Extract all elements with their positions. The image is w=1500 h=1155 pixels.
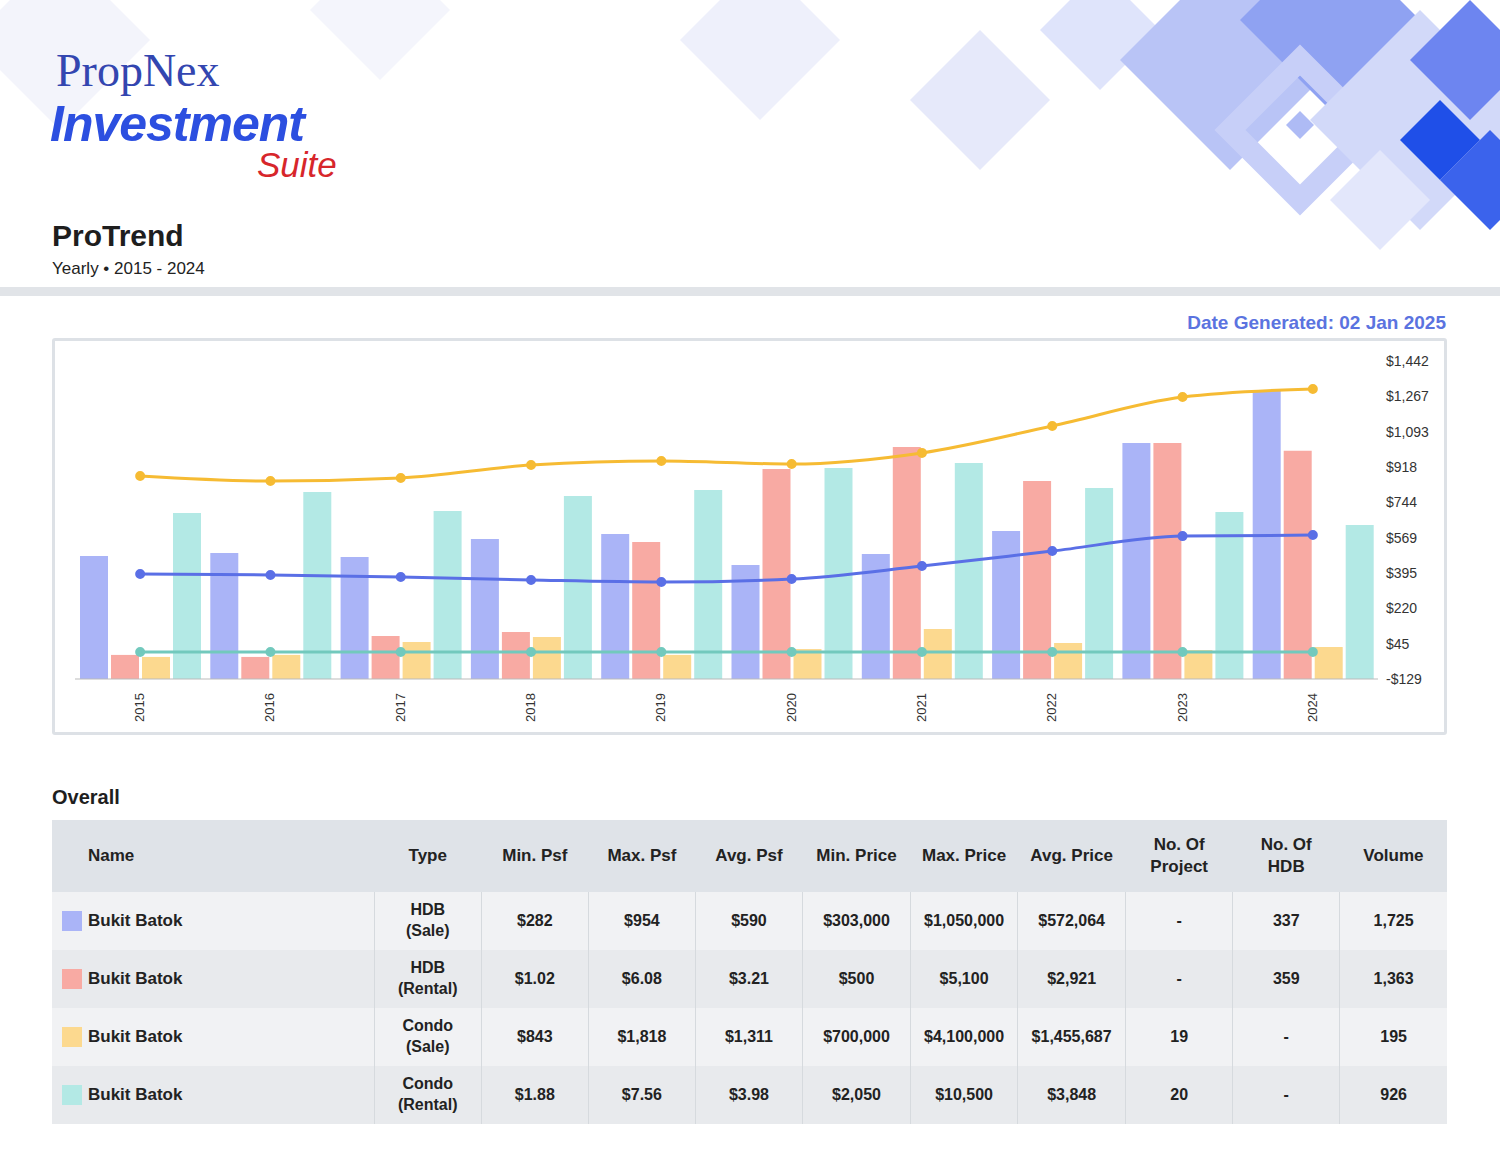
svg-text:$395: $395 xyxy=(1386,565,1417,581)
html-text:$700,000: $700,000 xyxy=(823,1027,890,1045)
html-text:$1.88: $1.88 xyxy=(514,1085,555,1103)
html-text:$1,311: $1,311 xyxy=(724,1027,773,1045)
html-text:No. Of HDB: No. Of HDB xyxy=(1260,834,1312,876)
html-text:Avg. Price: Avg. Price xyxy=(1030,846,1113,865)
html-text:Bukit Batok: Bukit Batok xyxy=(88,911,183,930)
html-text:1,725: 1,725 xyxy=(1373,911,1414,929)
html-text:$5,100: $5,100 xyxy=(939,969,989,987)
svg-text:$744: $744 xyxy=(1386,494,1417,510)
html-text:195: 195 xyxy=(1380,1027,1407,1045)
html-text:$3.98: $3.98 xyxy=(728,1085,769,1103)
svg-text:-$129: -$129 xyxy=(1386,671,1422,687)
svg-text:$220: $220 xyxy=(1386,600,1417,616)
html-text:Max. Psf: Max. Psf xyxy=(607,846,677,865)
svg-text:2019: 2019 xyxy=(653,693,668,722)
svg-text:$1,267: $1,267 xyxy=(1386,388,1429,404)
html-text:$1,050,000: $1,050,000 xyxy=(924,911,1005,929)
html-text:$10,500: $10,500 xyxy=(935,1085,993,1103)
svg-text:$45: $45 xyxy=(1386,636,1410,652)
html-text:$3.21: $3.21 xyxy=(728,969,769,987)
html-text:Investment: Investment xyxy=(50,96,304,152)
html-text:$6.08: $6.08 xyxy=(621,969,662,987)
html-text:$954: $954 xyxy=(624,911,660,929)
html-text:$4,100,000: $4,100,000 xyxy=(924,1027,1005,1045)
html-text:$1,818: $1,818 xyxy=(617,1027,667,1045)
svg-text:2020: 2020 xyxy=(784,693,799,722)
svg-text:2017: 2017 xyxy=(393,693,408,722)
html-text:PropNex: PropNex xyxy=(56,45,220,96)
html-text:$1,455,687: $1,455,687 xyxy=(1031,1027,1112,1045)
html-text:Name: Name xyxy=(88,846,135,865)
html-text:Avg. Psf: Avg. Psf xyxy=(715,846,783,865)
html-text:Date Generated: 02 Jan 2025: Date Generated: 02 Jan 2025 xyxy=(1187,312,1446,333)
html-text:$2,921: $2,921 xyxy=(1047,969,1097,987)
html-text:$303,000: $303,000 xyxy=(823,911,890,929)
html-text:$1.02: $1.02 xyxy=(514,969,555,987)
html-text:ProTrend: ProTrend xyxy=(52,219,184,252)
svg-text:2022: 2022 xyxy=(1044,693,1059,722)
html-text:337: 337 xyxy=(1272,911,1300,929)
html-text:1,363: 1,363 xyxy=(1373,969,1414,987)
html-text:20: 20 xyxy=(1170,1085,1189,1103)
svg-text:$918: $918 xyxy=(1386,459,1417,475)
html-text:$590: $590 xyxy=(731,911,767,929)
svg-text:$569: $569 xyxy=(1386,530,1417,546)
html-text:$3,848: $3,848 xyxy=(1047,1085,1097,1103)
html-text:Type: Type xyxy=(408,846,447,865)
svg-text:2015: 2015 xyxy=(132,693,147,722)
html-text:Max. Price: Max. Price xyxy=(922,846,1007,865)
svg-text:2023: 2023 xyxy=(1175,693,1190,722)
html-text:19: 19 xyxy=(1170,1027,1189,1045)
html-text:Min. Price: Min. Price xyxy=(816,846,897,865)
svg-text:2021: 2021 xyxy=(914,693,929,722)
svg-text:2016: 2016 xyxy=(262,693,277,722)
html-text:$282: $282 xyxy=(517,911,553,929)
html-text:359: 359 xyxy=(1272,969,1300,987)
html-text:HDB (Rental): HDB (Rental) xyxy=(398,959,458,997)
html-text:$843: $843 xyxy=(517,1027,553,1045)
html-text:Overall: Overall xyxy=(52,786,120,808)
html-text:$7.56: $7.56 xyxy=(621,1085,662,1103)
html-text:Volume: Volume xyxy=(1363,846,1424,865)
html-text:Condo (Sale): Condo (Sale) xyxy=(402,1017,454,1055)
html-text:Bukit Batok: Bukit Batok xyxy=(88,969,183,988)
svg-text:2024: 2024 xyxy=(1305,693,1320,722)
html-text:$2,050: $2,050 xyxy=(832,1085,881,1103)
html-text:Bukit Batok: Bukit Batok xyxy=(88,1027,183,1046)
html-text:No. Of Project: No. Of Project xyxy=(1150,834,1208,876)
html-text:Min. Psf: Min. Psf xyxy=(502,846,568,865)
html-text:Condo (Rental): Condo (Rental) xyxy=(398,1075,458,1113)
svg-text:$1,093: $1,093 xyxy=(1386,424,1429,440)
html-text:$572,064: $572,064 xyxy=(1038,911,1105,929)
svg-text:$1,442: $1,442 xyxy=(1386,353,1429,369)
html-text:$500: $500 xyxy=(838,969,875,987)
html-text:Suite: Suite xyxy=(257,145,337,184)
html-text:926: 926 xyxy=(1380,1085,1407,1103)
html-text:Bukit Batok: Bukit Batok xyxy=(88,1085,183,1104)
html-text:Yearly • 2015 - 2024: Yearly • 2015 - 2024 xyxy=(52,259,205,278)
svg-text:2018: 2018 xyxy=(523,693,538,722)
html-text:HDB (Sale): HDB (Sale) xyxy=(406,901,450,939)
